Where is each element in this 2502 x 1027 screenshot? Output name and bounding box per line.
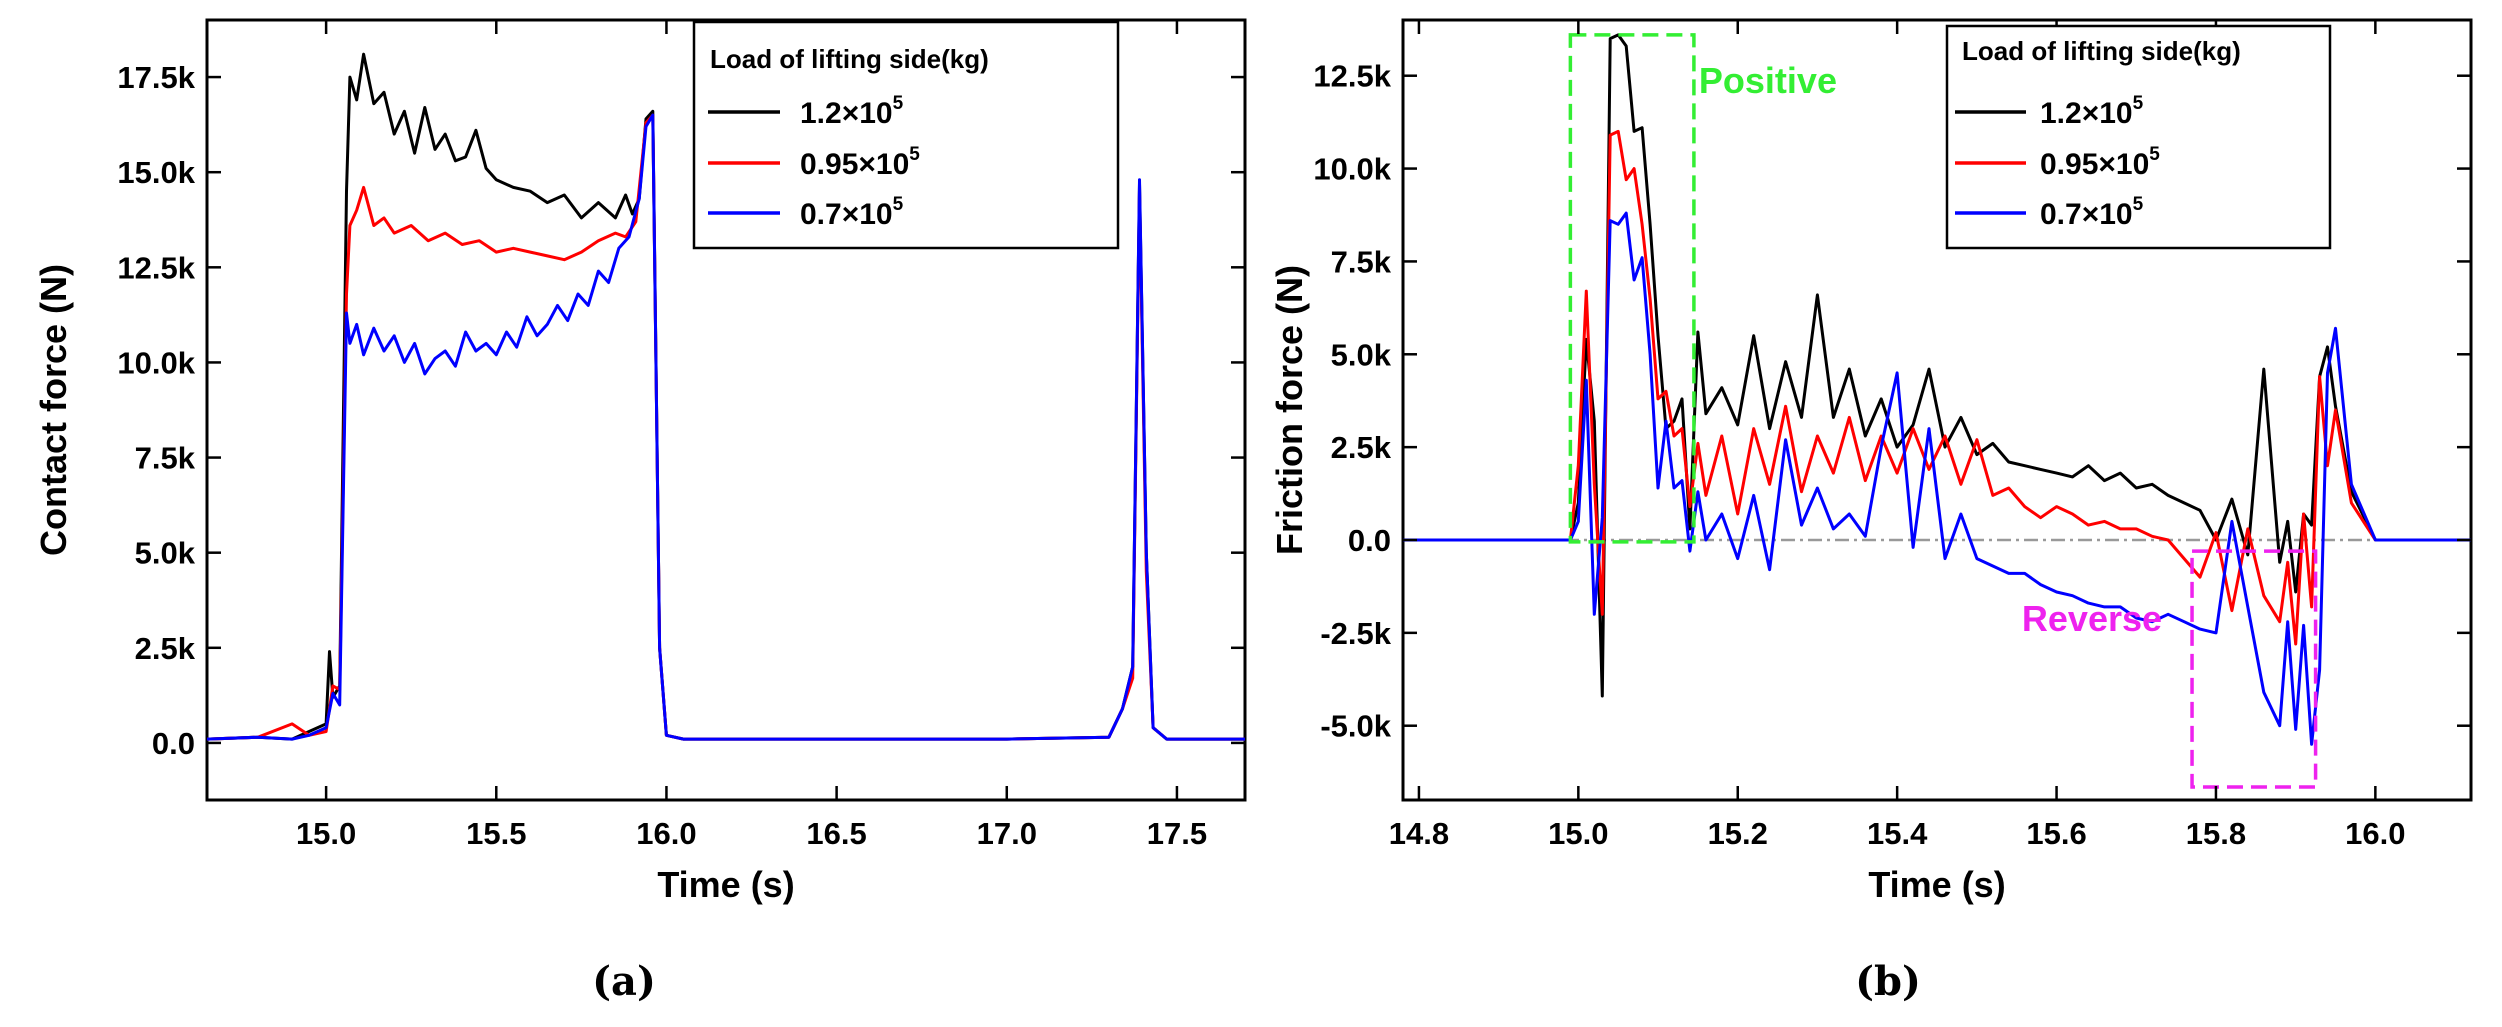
x-tick-label-a: 15.5 [466,816,526,851]
positive-annotation-label: Positive [1699,60,1837,101]
legend-box-b [1945,24,2332,250]
x-tick-label-b: 16.0 [2345,816,2405,851]
y-tick-label-a: 15.0k [117,155,195,190]
legend-label-2-a: 0.95×105 [800,144,920,181]
legend-exp-3-a: 5 [893,194,904,215]
reverse-region-box [2190,549,2318,789]
panel-label-b: (b) [1855,958,1921,1005]
y-tick-label-a: 12.5k [117,250,195,285]
x-tick-label-b: 14.8 [1389,816,1449,851]
y-tick-label-b: -2.5k [1320,616,1391,651]
series-line-black-b [1403,33,2471,698]
legend-label-3-a: 0.7×105 [800,194,904,231]
legend-exp-2-b: 5 [2149,144,2160,165]
y-tick-label-b: 2.5k [1331,430,1392,465]
x-tick-label-a: 17.0 [977,816,1037,851]
x-tick-label-a: 17.5 [1147,816,1207,851]
plot-frame-b [1401,18,2473,802]
positive-region-box [1568,33,1696,544]
legend-label-1-b: 1.2×105 [2040,93,2144,130]
series-line-blue-b [1403,211,2471,746]
x-axis-title-b: Time (s) [1868,864,2005,905]
x-tick-label-a: 16.5 [806,816,866,851]
y-tick-label-b: 0.0 [1348,523,1391,558]
legend-label-3-b: 0.7×105 [2040,194,2144,231]
x-tick-label-b: 15.8 [2186,816,2246,851]
y-axis-title-b: Friction force (N) [1269,265,1310,555]
x-tick-label-a: 15.0 [296,816,356,851]
friction-force-chart: Positive Reverse 14.8 15.0 15.2 15.4 15.6 15.8… [1269,18,2473,1005]
contact-force-chart: 15.0 15.5 16.0 16.5 17.0 17.5 0.0 2.5k 5.0k 7.5k 1… [33,18,1247,1005]
legend-exp-1-b: 5 [2133,93,2144,114]
legend-exp-1-a: 5 [893,93,904,114]
x-tick-label-a: 16.0 [636,816,696,851]
x-tick-label-b: 15.0 [1548,816,1608,851]
y-axis-title-a: Contact force (N) [33,264,74,556]
legend-title-b: Load of lifting side(kg) [1962,36,2241,66]
series-line-red-b [1403,129,2471,646]
y-tick-label-a: 0.0 [152,726,195,761]
legend-b: Load of lifting side(kg) 1.2×105 0.95×10… [1945,24,2332,250]
y-tick-label-a: 17.5k [117,60,195,95]
x-tick-label-b: 15.2 [1708,816,1768,851]
legend-label-2-b: 0.95×105 [2040,144,2160,181]
legend-exp-2-a: 5 [909,144,920,165]
legend-exp-3-b: 5 [2133,194,2144,215]
legend-box-a [692,20,1120,250]
reverse-annotation-label: Reverse [2022,598,2162,639]
legend-a: Load of lifting side(kg) 1.2×105 0.95×10… [692,20,1120,250]
x-tick-label-b: 15.6 [2026,816,2086,851]
panel-label-a: (a) [592,958,656,1005]
x-tick-label-b: 15.4 [1867,816,1928,851]
x-axis-title-a: Time (s) [657,864,794,905]
y-tick-label-a: 5.0k [135,536,196,571]
y-tick-label-b: 5.0k [1331,337,1392,372]
y-tick-label-a: 7.5k [135,441,196,476]
y-tick-label-a: 2.5k [135,631,196,666]
y-tick-label-b: 12.5k [1313,59,1391,94]
legend-label-1-a: 1.2×105 [800,93,904,130]
y-tick-label-b: 10.0k [1313,152,1391,187]
y-tick-label-a: 10.0k [117,345,195,380]
plot-frame-a [205,18,1247,802]
series-line-blue-a [207,113,1245,741]
legend-title-a: Load of lifting side(kg) [710,44,989,74]
y-tick-label-b: 7.5k [1331,244,1392,279]
y-tick-label-b: -5.0k [1320,709,1391,744]
